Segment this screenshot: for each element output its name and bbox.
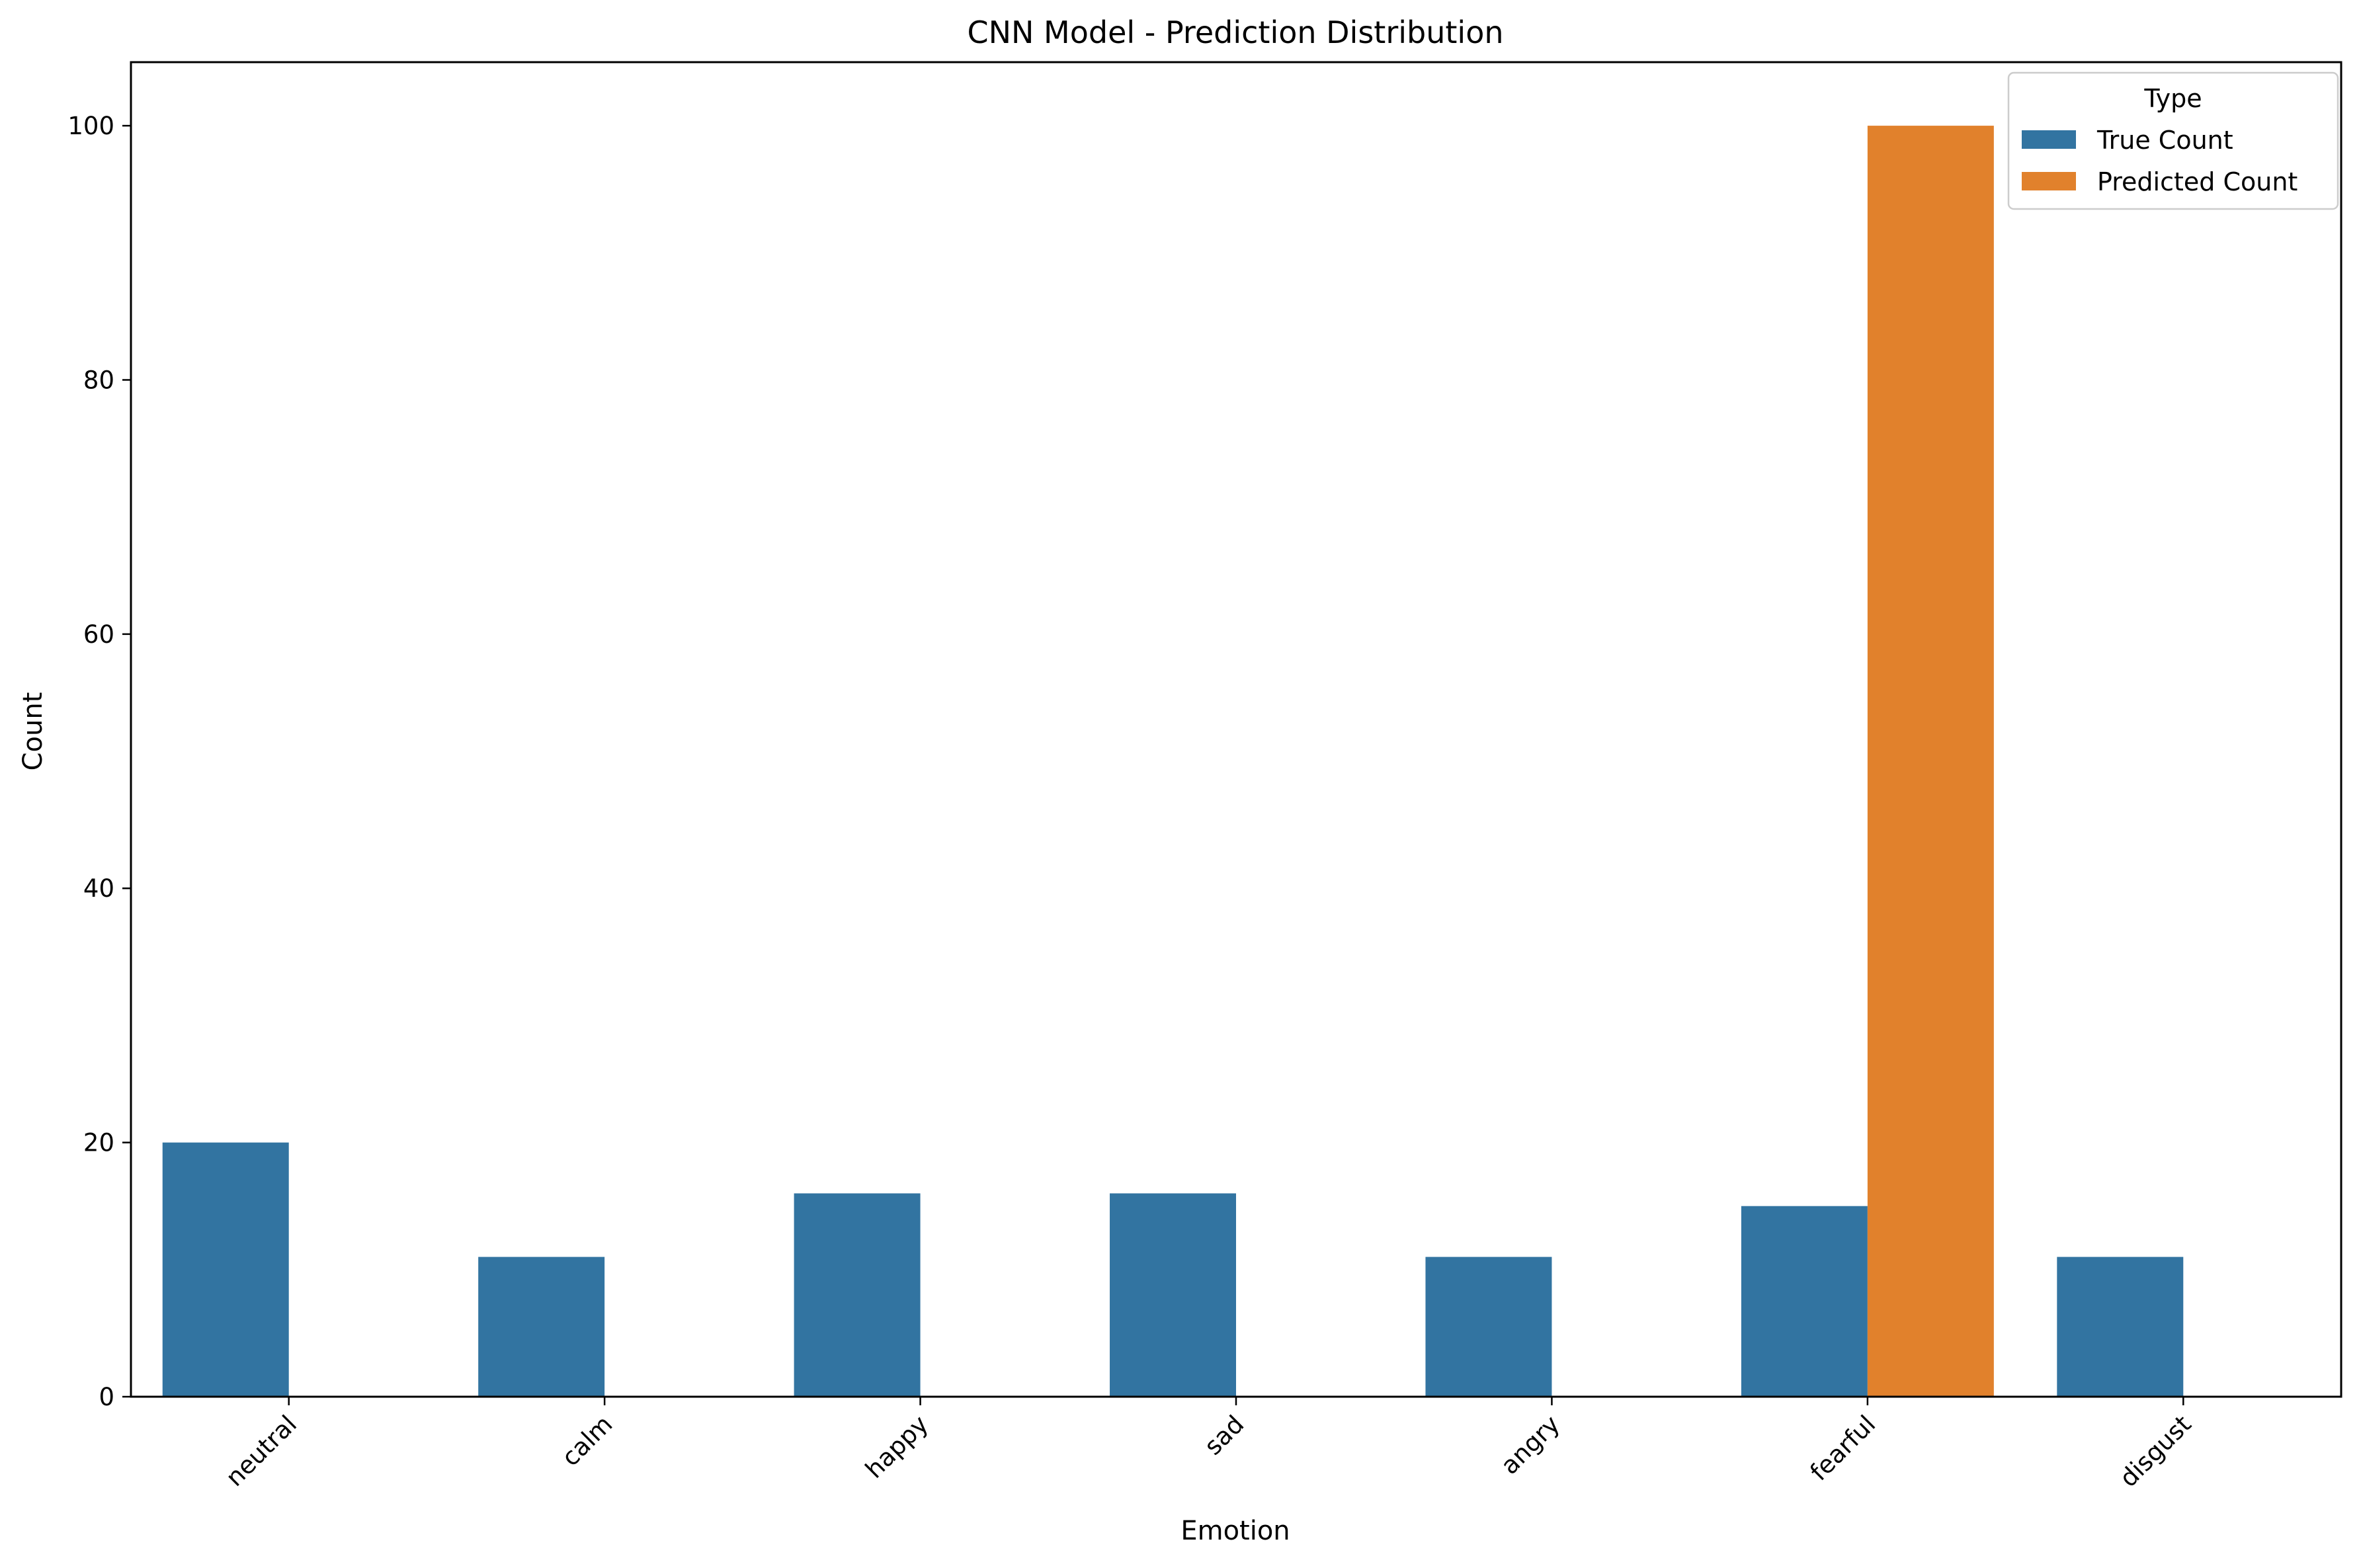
chart-title: CNN Model - Prediction Distribution bbox=[967, 15, 1503, 50]
y-tick-label: 80 bbox=[83, 366, 114, 394]
x-tick-label-neutral: neutral bbox=[220, 1410, 302, 1492]
x-tick-label-fearful: fearful bbox=[1805, 1410, 1882, 1487]
y-tick-label: 100 bbox=[67, 112, 114, 140]
bar-calm-true-count bbox=[478, 1257, 605, 1397]
y-tick-label: 40 bbox=[83, 874, 114, 903]
bar-disgust-true-count bbox=[2057, 1257, 2184, 1397]
y-axis-label: Count bbox=[18, 692, 48, 771]
legend-label-true-count: True Count bbox=[2096, 126, 2233, 155]
bar-neutral-true-count bbox=[162, 1142, 289, 1397]
y-tick-label: 0 bbox=[99, 1383, 114, 1411]
legend-label-predicted-count: Predicted Count bbox=[2097, 167, 2298, 196]
bar-sad-true-count bbox=[1110, 1193, 1236, 1397]
x-tick-label-disgust: disgust bbox=[2114, 1410, 2197, 1493]
bar-happy-true-count bbox=[794, 1193, 921, 1397]
x-axis-label: Emotion bbox=[1180, 1516, 1290, 1546]
plot-frame bbox=[130, 61, 2342, 1398]
legend-box bbox=[2007, 71, 2339, 210]
x-tick-label-happy: happy bbox=[860, 1410, 934, 1484]
x-tick-label-angry: angry bbox=[1495, 1410, 1565, 1480]
y-tick-label: 20 bbox=[83, 1129, 114, 1157]
x-axis: neutral calm happy sad angry fearful disgust bbox=[220, 1397, 2197, 1493]
legend-swatch-true-count bbox=[2022, 130, 2076, 149]
y-tick-label: 60 bbox=[83, 620, 114, 649]
legend-swatch-predicted-count bbox=[2022, 172, 2076, 190]
legend: Type True Count Predicted Count bbox=[2007, 71, 2339, 210]
legend-title: Type bbox=[2143, 84, 2202, 113]
x-tick-label-sad: sad bbox=[1199, 1410, 1250, 1461]
y-axis: 0 20 40 60 80 100 bbox=[67, 112, 131, 1411]
bar-fearful-true-count bbox=[1741, 1206, 1868, 1397]
bar-angry-true-count bbox=[1425, 1257, 1552, 1397]
bar-fearful-predicted-count bbox=[1867, 126, 1994, 1397]
x-tick-label-calm: calm bbox=[556, 1410, 618, 1472]
bars bbox=[162, 126, 2184, 1397]
